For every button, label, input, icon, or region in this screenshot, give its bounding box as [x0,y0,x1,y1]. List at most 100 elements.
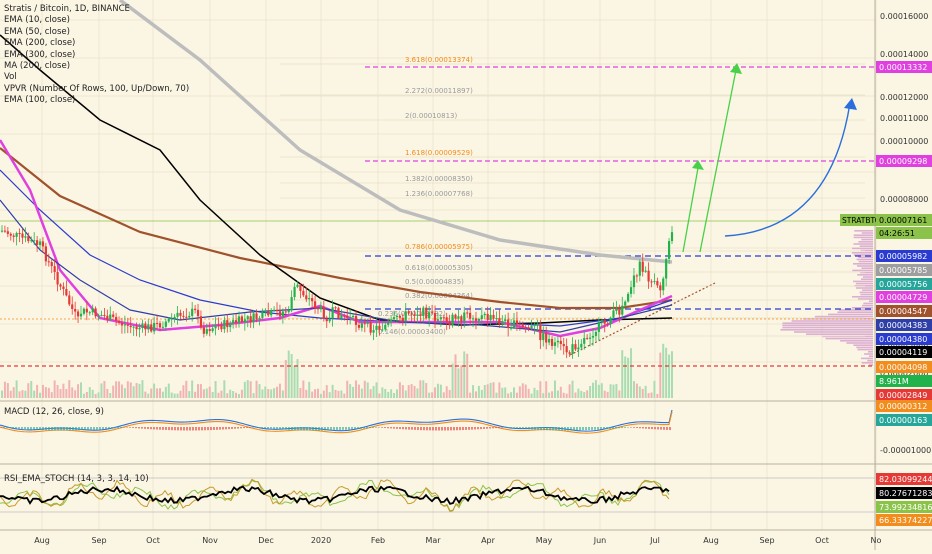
macd-histogram-bar [183,427,185,431]
volume-bar [571,380,574,398]
time-tick-label: May [536,536,553,545]
legend-ema100[interactable]: EMA (100, close) [4,95,76,106]
macd-histogram-bar [36,427,38,430]
chart-title[interactable]: Stratis / Bitcoin, 1D, BINANCE [4,4,130,14]
candle-body [659,285,662,291]
macd-histogram-bar [570,427,572,431]
candle-body [512,320,516,328]
vpvr-row [858,241,873,243]
candle-body [240,316,244,322]
volume-bar [618,390,621,398]
volume-bar [384,388,387,398]
macd-histogram-bar [210,427,212,431]
vpvr-row [860,278,873,280]
macd-histogram-bar [39,427,41,430]
vpvr-row [780,329,873,331]
volume-bar [132,386,135,398]
macd-histogram-bar [192,427,194,431]
candle-body [436,319,440,321]
candle-body [270,310,273,316]
macd-histogram-bar [288,427,290,430]
candle-body [91,308,94,313]
candle-body [243,319,246,322]
volume-bar [559,386,562,398]
macd-histogram-bar [45,427,47,431]
legend-ma200[interactable]: MA (200, close) [4,61,71,72]
volume-bar [328,392,331,398]
macd-histogram-bar [366,427,368,429]
volume-bar [59,388,62,398]
macd-histogram-bar [516,427,518,429]
volume-bar [158,388,161,398]
volume-bar [346,380,349,398]
price-axis[interactable]: 0.00016000 0.00014000 0.00012000 0.00011000… [840,12,932,526]
macd-histogram-bar [513,427,515,429]
price-tick-label: 0.00008000 [880,195,928,204]
legend-vol[interactable]: Vol [4,72,17,83]
volume-bar [147,393,150,398]
price-label-text: 0.00002849 [879,391,927,400]
vpvr-row [852,269,873,272]
volume-bar [565,393,568,398]
candle-body [47,261,50,263]
price-label-badge [876,400,932,412]
macd-histogram-bar [615,427,617,429]
volume-bar [214,381,217,398]
volume-bar [349,384,352,398]
time-axis[interactable]: Aug Sep Oct Nov Dec 2020 Feb Mar Apr May Jun Jul Aug… [34,536,881,545]
vpvr-row [806,333,873,335]
vpvr-row [856,258,873,261]
volume-bar [316,388,319,398]
volume-bar [281,390,284,398]
macd-histogram-bar [444,427,446,431]
volume-bar [167,383,170,398]
macd-histogram-bar [627,427,629,428]
candle-body [553,342,557,346]
volume-bar [299,387,302,398]
macd-histogram-bar [216,427,218,430]
macd-histogram-bar [177,427,179,431]
legend-ema300[interactable]: EMA (300, close) [4,49,76,60]
candle-body [428,312,431,319]
fib-levels: 3.618(0.00013374) 2.272(0.00011897) 2(0.00… [280,56,865,337]
vpvr-row [855,287,873,289]
candle-body [272,309,276,311]
candle-body [120,322,124,326]
volume-bar [425,382,428,398]
macd-histogram-bar [603,427,605,430]
fib-label: 0.618(0.00005305) [405,264,473,272]
fib-label: 1.236(0.00007768) [405,190,473,198]
vpvr-row [853,243,873,245]
candle-body [41,241,45,247]
candle-body [208,329,211,332]
legend-vpvr[interactable]: VPVR (Number Of Rows, 100, Up/Down, 70) [4,83,190,94]
volume-bar [88,387,91,398]
legend-ema200[interactable]: EMA (200, close) [4,38,76,49]
rsi-stoch-d-line [0,478,670,513]
macd-histogram-bar [435,427,437,431]
volume-bar [431,392,434,398]
rsi-label[interactable]: RSI_EMA_STOCH (14, 3, 3, 14, 10) [4,474,149,484]
macd-histogram-bar [549,427,551,431]
candle-body [550,338,554,346]
volume-bar [27,383,30,398]
volume-bar [18,391,21,398]
macd-histogram-bar [618,427,620,429]
volume-bar [71,387,74,398]
candle-body [471,318,475,320]
ma200-line [0,34,673,326]
price-label-badge [876,319,932,331]
candle-body [495,318,498,320]
macd-histogram-bar [144,427,146,429]
candle-body [390,319,393,322]
legend-ema50[interactable]: EMA (50, close) [4,26,70,37]
ema50-line [0,199,673,333]
macd-label[interactable]: MACD (12, 26, close, 9) [4,407,104,417]
macd-histogram-bar [249,427,251,428]
legend-ema10[interactable]: EMA (10, close) [4,15,70,26]
price-label-text: 0.00004098 [879,363,927,372]
volume-bar [314,389,317,398]
price-tick-label: 0.00010000 [880,137,928,146]
